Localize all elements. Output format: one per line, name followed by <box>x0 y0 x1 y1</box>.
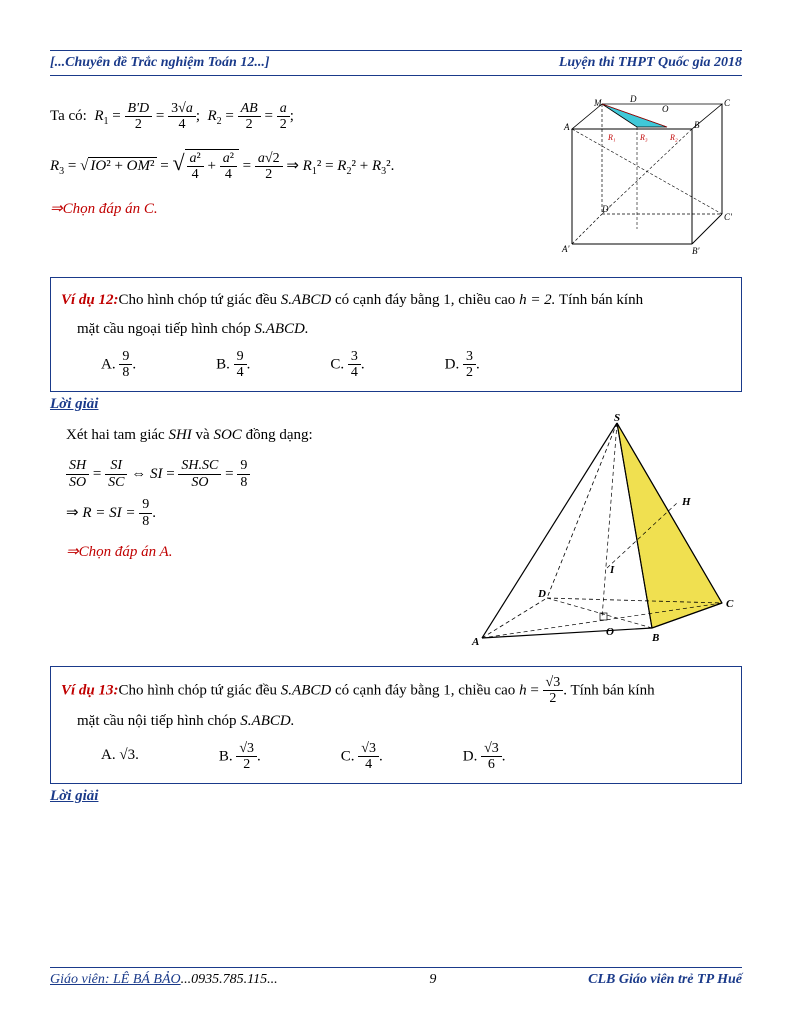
svg-text:C: C <box>726 598 734 610</box>
svg-text:I: I <box>609 564 615 576</box>
footer-teacher-label: Giáo viên: <box>50 972 109 987</box>
sol12-line1: Xét hai tam giác SHI và SOC đồng dạng: <box>66 419 432 452</box>
svg-text:R₂: R₂ <box>669 133 678 142</box>
svg-text:A: A <box>471 636 479 648</box>
ex12-opt-b: B. 94. <box>216 349 250 381</box>
ex12-opt-d: D. 32. <box>445 349 480 381</box>
ex13-opt-c: C. √34. <box>341 741 383 773</box>
sec1-answer: ⇒Chọn đáp án C. <box>50 193 522 226</box>
svg-text:D': D' <box>601 204 611 214</box>
svg-text:H: H <box>681 496 691 508</box>
svg-text:R₃: R₃ <box>639 133 648 142</box>
ex13-label: Ví dụ 13: <box>61 682 119 698</box>
svg-text:B: B <box>651 632 659 644</box>
footer-teacher-name: LÊ BÁ BẢO <box>109 972 180 987</box>
pyramid-figure: S A B C D O I H <box>452 413 742 653</box>
ex12-opt-c: C. 34. <box>330 349 364 381</box>
header-left: [...Chuyên đề Trắc nghiệm Toán 12...] <box>50 55 269 71</box>
sol12-answer: ⇒Chọn đáp án A. <box>66 536 432 569</box>
ex13-opt-b: B. √32. <box>219 741 261 773</box>
sol12-line3: ⇒ R = SI = 98. <box>66 497 432 530</box>
sol12-line2: SHSO = SISC ⇔ SI = SH.SCSO = 98 <box>66 458 432 491</box>
svg-text:S: S <box>614 413 620 424</box>
footer-phone: ...0935.785.115... <box>181 972 278 987</box>
header-right: Luyện thi THPT Quốc gia 2018 <box>559 55 742 71</box>
ex13-opt-a: A. √3. <box>101 741 139 773</box>
svg-text:O: O <box>662 104 669 114</box>
svg-text:R₁: R₁ <box>607 133 616 142</box>
svg-text:B: B <box>694 120 700 130</box>
svg-text:D: D <box>629 94 637 104</box>
sec1-line2: R3 = √IO² + OM² = √a²4 + a²4 = a√22 ⇒ R1… <box>50 139 522 187</box>
sol13-label: Lời giải <box>50 788 742 805</box>
ex12-opt-a: A. 98. <box>101 349 136 381</box>
example-13-box: Ví dụ 13:Cho hình chóp tứ giác đều S.ABC… <box>50 666 742 784</box>
svg-text:A': A' <box>561 244 570 254</box>
example-12-box: Ví dụ 12:Cho hình chóp tứ giác đều S.ABC… <box>50 277 742 392</box>
svg-text:A: A <box>563 122 570 132</box>
sec1-line1: Ta có: R1 = B'D2 = 3√a4; R2 = AB2 = a2; <box>50 100 522 133</box>
svg-text:B': B' <box>692 246 700 256</box>
sol12-label: Lời giải <box>50 396 742 413</box>
svg-text:C': C' <box>724 212 733 222</box>
svg-text:M: M <box>593 98 602 108</box>
svg-text:O: O <box>606 626 614 638</box>
cube-figure: A B C D M O A' B' C' D' R₁ R₃ R₂ <box>542 94 742 264</box>
svg-text:C: C <box>724 98 731 108</box>
svg-text:D: D <box>537 588 546 600</box>
ex13-opt-d: D. √36. <box>463 741 506 773</box>
footer-club: CLB Giáo viên trẻ TP Huế <box>588 972 742 988</box>
ex12-label: Ví dụ 12: <box>61 292 119 308</box>
footer-page: 9 <box>429 972 436 988</box>
